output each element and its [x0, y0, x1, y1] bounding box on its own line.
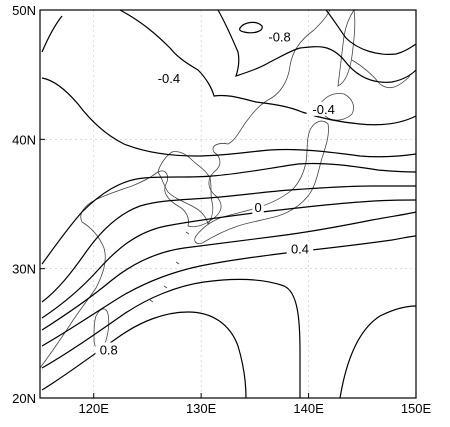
lon-tick-label: 140E [293, 401, 324, 416]
lat-tick-label: 50N [12, 3, 36, 18]
graticule [40, 10, 416, 398]
contour-label-bg [95, 342, 123, 357]
axes: 120E 130E 140E 150E 20N 30N 40N 50N [12, 3, 431, 416]
contour-label: 0.4 [291, 242, 309, 257]
coastlines [39, 8, 411, 369]
coastline-ryukyu [149, 231, 190, 303]
map-frame [39, 9, 417, 399]
contour-label-bg [286, 241, 314, 256]
lat-tick-label: 40N [12, 132, 36, 147]
coastline-far-east [313, 9, 411, 89]
contour-label: -0.4 [158, 71, 180, 86]
lon-tick-label: 130E [186, 401, 217, 416]
coastline-mainland [39, 29, 315, 369]
contour-label-bg [306, 101, 341, 116]
coastline-korea [157, 151, 214, 225]
lat-tick-label: 20N [12, 391, 36, 406]
coastline-sakhalin [337, 8, 356, 87]
contour-label: -0.8 [268, 29, 290, 44]
contour-label: 0.8 [100, 342, 118, 357]
lon-tick-label: 150E [401, 401, 432, 416]
lat-tick-label: 30N [12, 262, 36, 277]
lon-tick-label: 120E [79, 401, 110, 416]
contour-lines [41, 9, 417, 399]
contour-label-bg [262, 29, 297, 44]
contour-label: -0.4 [312, 102, 334, 117]
contour-labels: -0.8 -0.4 -0.4 0 0.4 0.8 [95, 29, 341, 357]
contour-label-bg [252, 200, 264, 215]
contour-label: 0 [254, 200, 261, 215]
contour-label-bg [151, 70, 186, 85]
